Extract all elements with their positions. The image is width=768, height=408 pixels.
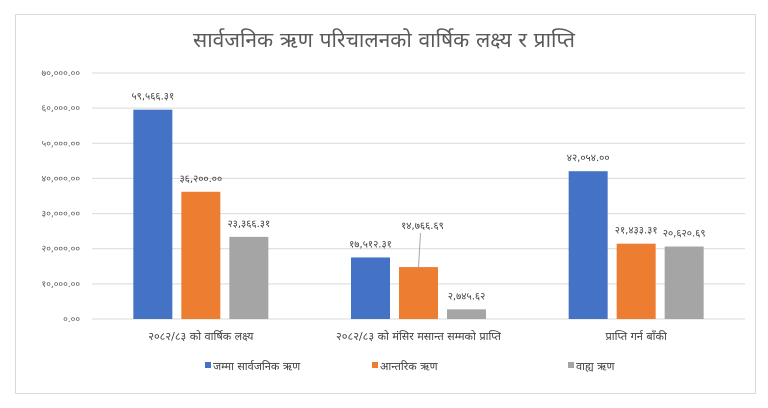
y-tick-label: ६०,०००.०० (42, 104, 81, 114)
chart-title: सार्वजनिक ऋण परिचालनको वार्षिक लक्ष्य र … (193, 28, 575, 52)
bar (229, 236, 269, 319)
y-tick-label: ०.०० (63, 315, 80, 325)
data-label: २,७४५.६२ (448, 291, 486, 302)
bar (181, 191, 221, 319)
bar (664, 246, 704, 319)
leader-line (418, 233, 421, 268)
legend-swatch (568, 362, 574, 368)
y-tick-label: ३०,०००.०० (42, 210, 81, 220)
legend-swatch (205, 362, 211, 368)
y-tick-label: ५०,०००.०० (42, 139, 81, 149)
y-tick-label: १०,०००.०० (42, 280, 81, 290)
data-label: १७,५१२.३१ (349, 239, 392, 250)
category-label: २०८२/८३ को मंसिर मसान्त सम्मको प्राप्ति (336, 330, 502, 343)
bar (616, 243, 656, 319)
data-label: ५९,५६६.३१ (131, 92, 174, 103)
data-label: २१,४३३.३१ (615, 226, 658, 237)
bar (351, 257, 390, 319)
bar (133, 109, 173, 320)
legend-label: जम्मा सार्वजनिक ऋण (213, 360, 301, 373)
y-tick-label: २०,०००.०० (42, 245, 81, 255)
legend-label: आन्तरिक ऋण (380, 360, 439, 373)
legend-label: वाह्य ऋण (576, 360, 616, 373)
y-tick-label: ४०,०००.०० (42, 174, 81, 184)
bar (568, 171, 608, 319)
bar (447, 309, 486, 319)
data-label: ४२,०५४.०० (567, 153, 610, 164)
data-label: १४,७६६.६९ (401, 221, 444, 232)
bar (399, 267, 438, 319)
y-tick-label: ७०,०००.०० (42, 69, 81, 79)
data-label: ३६,२००.०० (179, 174, 222, 185)
data-label: २०,६२०.६९ (663, 229, 706, 240)
data-label: २३,३६६.३१ (227, 219, 270, 230)
legend-swatch (372, 362, 378, 368)
category-label: प्राप्ति गर्न बाँकी (605, 330, 666, 343)
category-label: २०८२/८३ को वार्षिक लक्ष्य (148, 330, 254, 343)
